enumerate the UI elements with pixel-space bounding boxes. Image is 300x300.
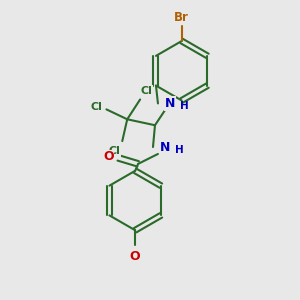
Text: H: H [175, 145, 184, 155]
Text: O: O [103, 150, 114, 164]
Text: H: H [180, 101, 188, 111]
Text: Br: Br [174, 11, 189, 24]
Text: O: O [130, 250, 140, 262]
Text: N: N [165, 97, 175, 110]
Text: Cl: Cl [140, 85, 152, 96]
Text: N: N [160, 140, 170, 154]
Text: Cl: Cl [108, 146, 120, 156]
Text: Cl: Cl [91, 102, 103, 112]
